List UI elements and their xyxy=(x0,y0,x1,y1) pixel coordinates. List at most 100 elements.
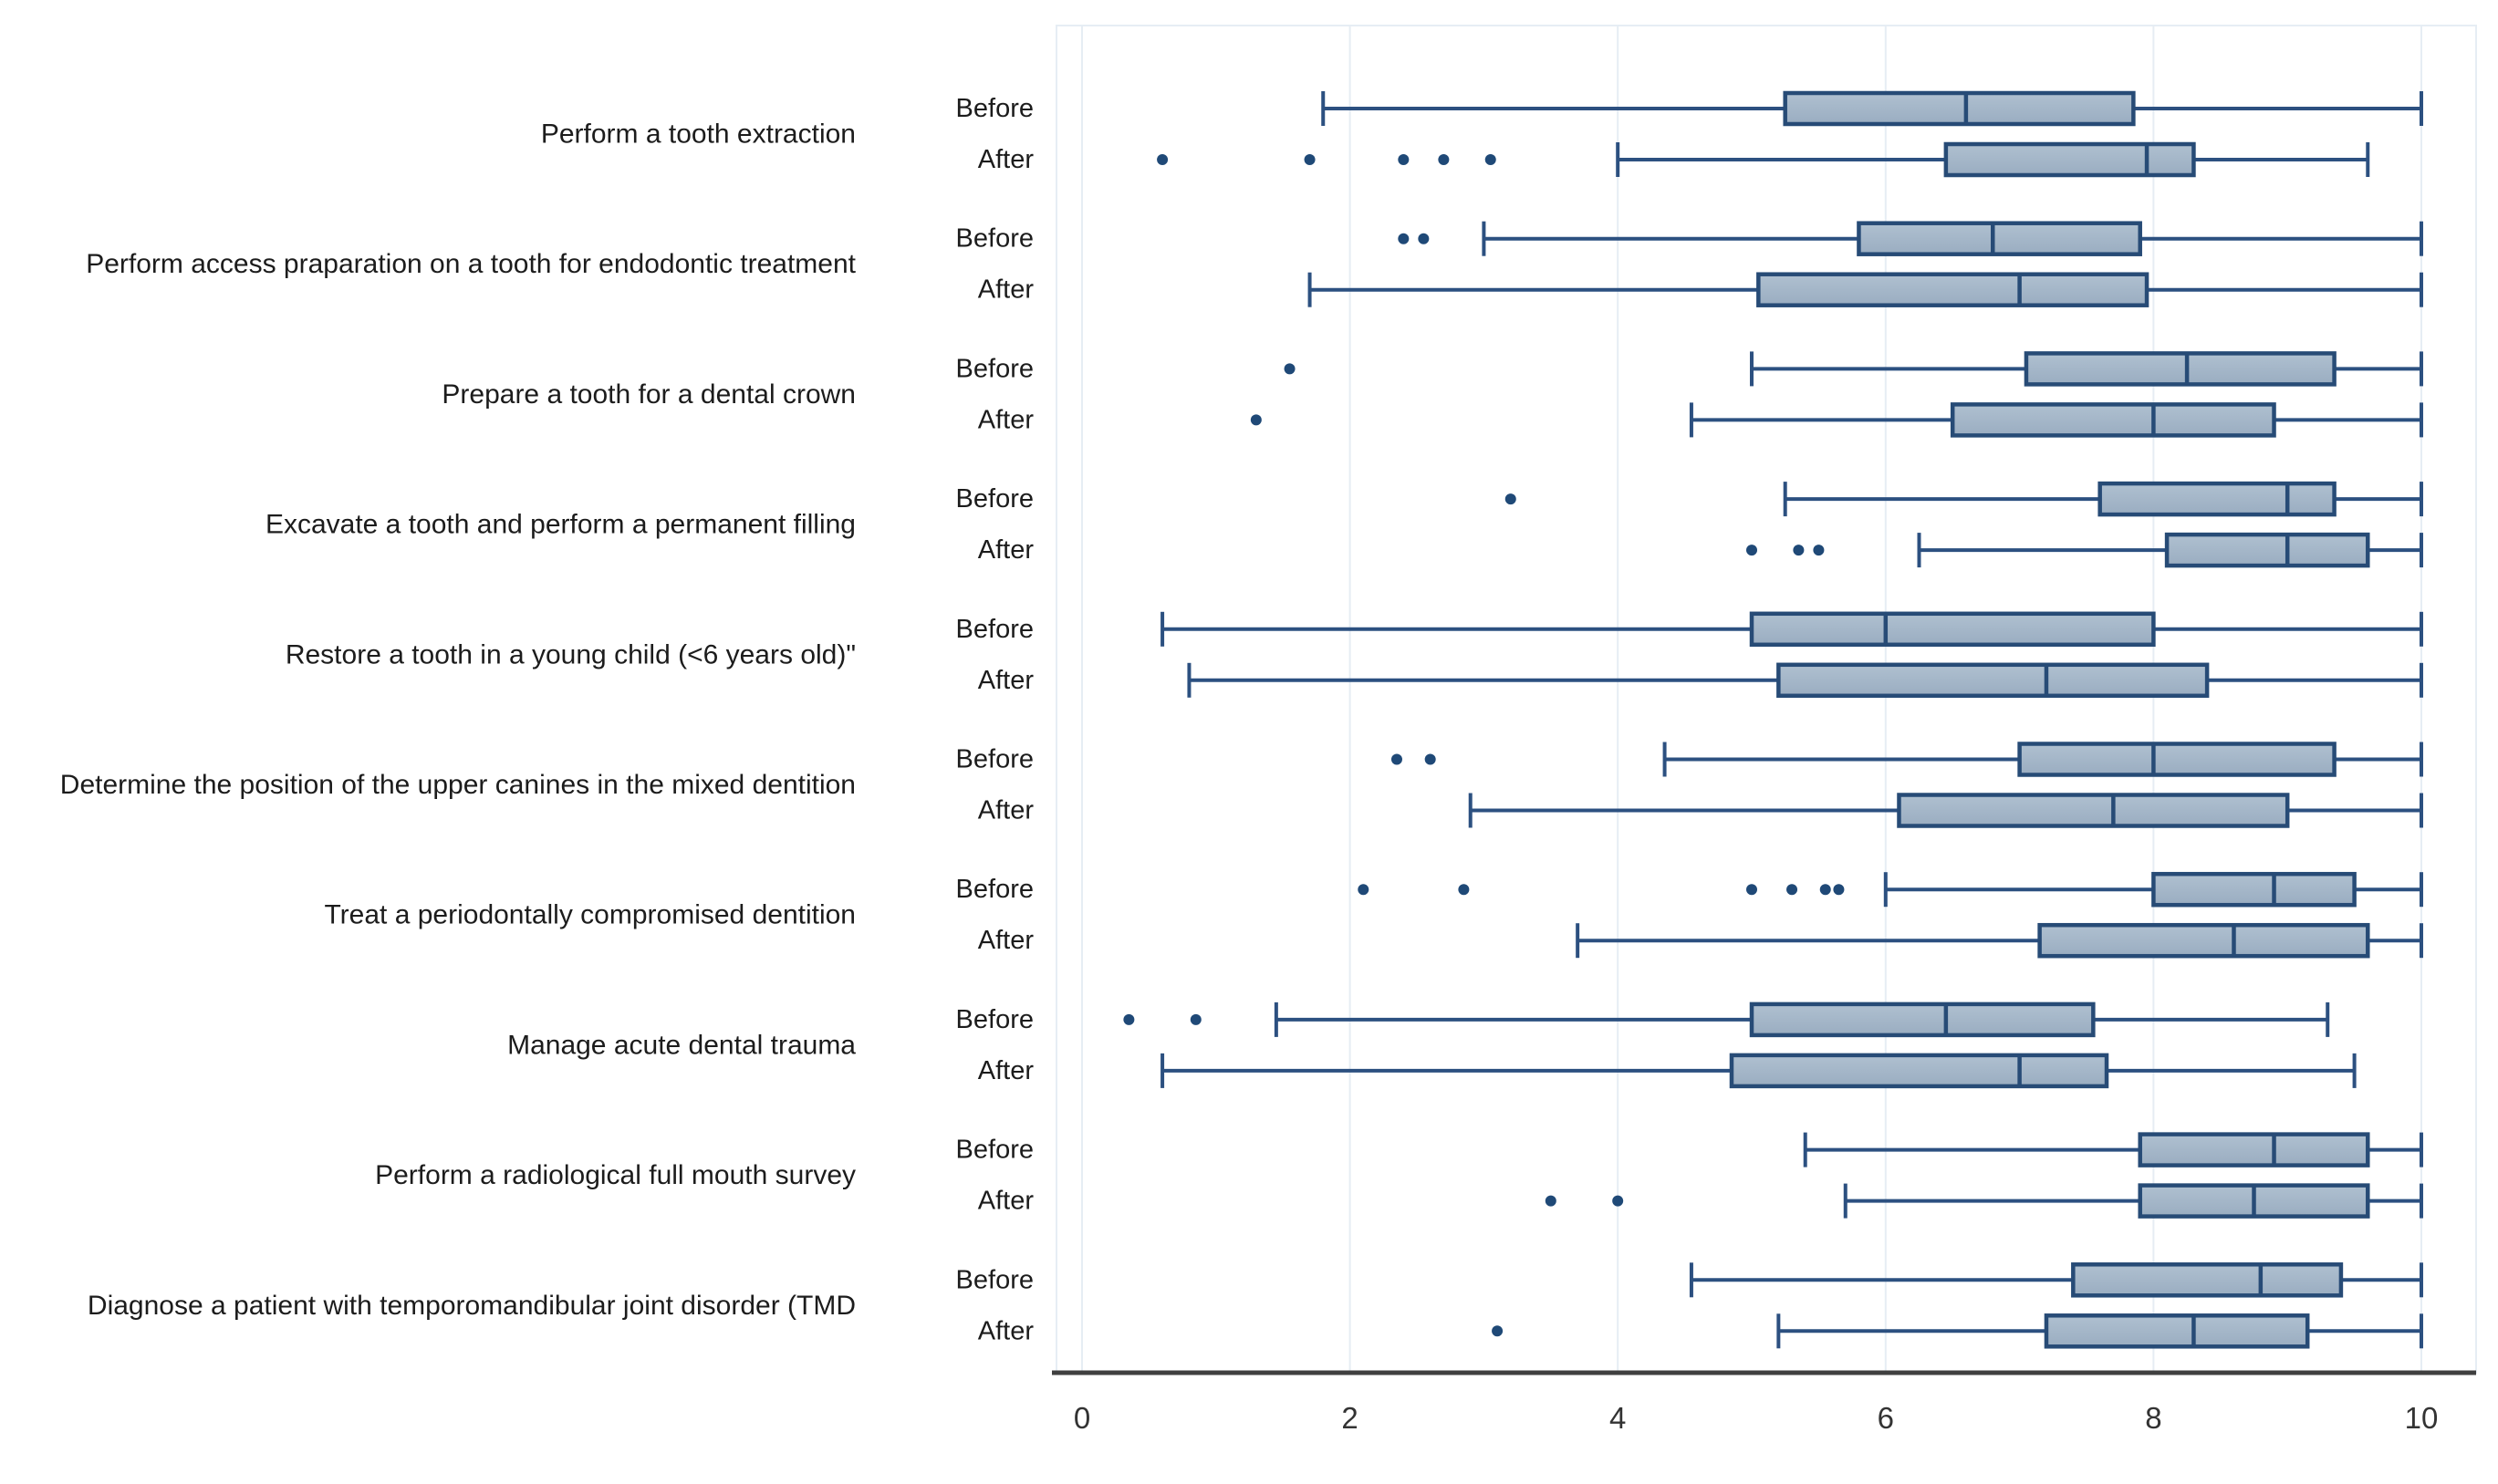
iqr-box xyxy=(2024,351,2337,387)
before-label: Before xyxy=(956,224,1034,254)
box-group xyxy=(1284,351,2423,387)
after-label: After xyxy=(978,926,1035,955)
outlier-dot xyxy=(1484,154,1496,165)
outlier-dot xyxy=(1746,545,1757,556)
after-label: After xyxy=(978,1316,1035,1345)
box-group xyxy=(1398,221,2423,256)
box-group xyxy=(1545,1183,2423,1219)
outlier-dot xyxy=(1793,545,1805,556)
outlier-dot xyxy=(1190,1013,1202,1025)
before-label: Before xyxy=(956,745,1034,774)
x-tick-label: 4 xyxy=(1609,1401,1626,1435)
iqr-box xyxy=(2071,1262,2344,1298)
iqr-box xyxy=(1897,793,2290,828)
iqr-box xyxy=(2097,481,2337,517)
outlier-dot xyxy=(1504,493,1516,505)
outlier-dot xyxy=(1438,154,1450,165)
category-label: Perform a radiological full mouth survey xyxy=(375,1160,856,1190)
x-tick-label: 8 xyxy=(2145,1401,2161,1435)
after-label: After xyxy=(978,535,1035,565)
after-label: After xyxy=(978,145,1035,174)
box-group xyxy=(1358,871,2423,908)
iqr-box xyxy=(2164,532,2370,568)
category-label: Determine the position of the upper cani… xyxy=(60,770,856,800)
box-group xyxy=(1689,1262,2423,1298)
box-group xyxy=(1187,662,2423,699)
after-label: After xyxy=(978,405,1035,434)
after-label: After xyxy=(978,1187,1035,1216)
iqr-box xyxy=(1729,1053,2109,1089)
box-group xyxy=(1468,793,2423,828)
outlier-dot xyxy=(1304,154,1316,165)
box-group xyxy=(1161,1053,2357,1089)
outlier-dot xyxy=(1398,233,1410,244)
category-label: Prepare a tooth for a dental crown xyxy=(442,379,856,410)
x-tick-label: 2 xyxy=(1341,1401,1358,1435)
iqr-box xyxy=(2037,922,2370,959)
before-label: Before xyxy=(956,354,1034,383)
iqr-box xyxy=(1950,402,2276,438)
x-tick-label: 10 xyxy=(2405,1401,2439,1435)
outlier-dot xyxy=(1492,1325,1504,1337)
iqr-box xyxy=(1776,662,2210,699)
box-group xyxy=(1123,1001,2330,1038)
box-group xyxy=(1504,481,2423,517)
iqr-box xyxy=(1857,221,2142,256)
box-group xyxy=(1492,1313,2423,1349)
category-label: Restore a tooth in a young child (<6 yea… xyxy=(286,639,856,669)
outlier-dot xyxy=(1786,884,1798,896)
outlier-dot xyxy=(1390,753,1402,765)
box-group xyxy=(1321,90,2423,127)
after-label: After xyxy=(978,796,1035,825)
outlier-dot xyxy=(1358,884,1369,896)
outlier-dot xyxy=(1157,154,1169,165)
iqr-box xyxy=(2044,1313,2310,1349)
category-label: Manage acute dental trauma xyxy=(507,1030,856,1060)
after-label: After xyxy=(978,275,1035,305)
outlier-dot xyxy=(1612,1195,1624,1207)
iqr-box xyxy=(1756,272,2149,307)
box-group xyxy=(1161,611,2423,648)
outlier-dot xyxy=(1424,753,1436,765)
category-label: Perform access praparation on a tooth fo… xyxy=(86,249,856,279)
box-group xyxy=(1576,922,2423,959)
outlier-dot xyxy=(1250,414,1262,426)
box-group xyxy=(1803,1132,2423,1167)
before-label: Before xyxy=(956,875,1034,904)
outlier-dot xyxy=(1123,1013,1135,1025)
outlier-dot xyxy=(1284,363,1296,375)
iqr-box xyxy=(1749,611,2156,648)
box-group xyxy=(1250,402,2423,438)
category-label: Perform a tooth extraction xyxy=(541,119,856,150)
before-label: Before xyxy=(956,1136,1034,1165)
iqr-box xyxy=(1943,141,2196,178)
iqr-box xyxy=(1783,90,2136,127)
box-group xyxy=(1746,532,2423,568)
category-label: Diagnose a patient with temporomandibula… xyxy=(88,1291,856,1321)
x-tick-label: 6 xyxy=(1878,1401,1894,1435)
before-label: Before xyxy=(956,94,1034,123)
box-group xyxy=(1307,272,2423,307)
outlier-dot xyxy=(1819,884,1831,896)
before-label: Before xyxy=(956,1005,1034,1034)
before-label: Before xyxy=(956,1265,1034,1294)
category-label: Treat a periodontally compromised dentit… xyxy=(324,900,856,930)
outlier-dot xyxy=(1833,884,1845,896)
x-tick-label: 0 xyxy=(1074,1401,1090,1435)
before-label: Before xyxy=(956,484,1034,514)
category-label: Excavate a tooth and perform a permanent… xyxy=(265,510,856,540)
box-group xyxy=(1157,141,2370,178)
before-label: Before xyxy=(956,615,1034,644)
outlier-dot xyxy=(1418,233,1430,244)
iqr-box xyxy=(2151,871,2357,908)
iqr-box xyxy=(2138,1132,2370,1167)
outlier-dot xyxy=(1813,545,1825,556)
outlier-dot xyxy=(1545,1195,1556,1207)
after-label: After xyxy=(978,1056,1035,1085)
outlier-dot xyxy=(1746,884,1757,896)
outlier-dot xyxy=(1458,884,1470,896)
after-label: After xyxy=(978,666,1035,695)
box-group xyxy=(1390,742,2423,777)
